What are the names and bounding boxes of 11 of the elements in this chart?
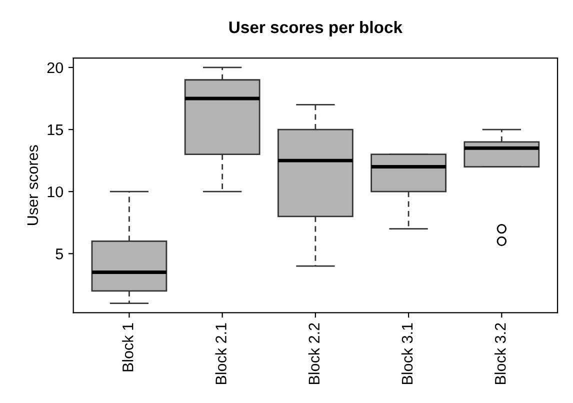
y-tick-label: 20 — [47, 62, 64, 74]
chart-title: User scores per block — [229, 20, 403, 36]
y-tick-label: 15 — [48, 124, 63, 136]
x-tick-label: Block 2.2 — [308, 323, 320, 384]
x-tick-label: Block 2.1 — [215, 323, 226, 384]
y-axis-title: User scores — [27, 145, 38, 225]
x-tick-label: Block 3.1 — [401, 323, 413, 384]
y-tick-label: 5 — [56, 248, 63, 260]
x-tick-label: Block 3.2 — [494, 323, 506, 384]
x-tick-label: Block 1 — [122, 323, 134, 372]
y-tick-label: 10 — [48, 186, 64, 198]
